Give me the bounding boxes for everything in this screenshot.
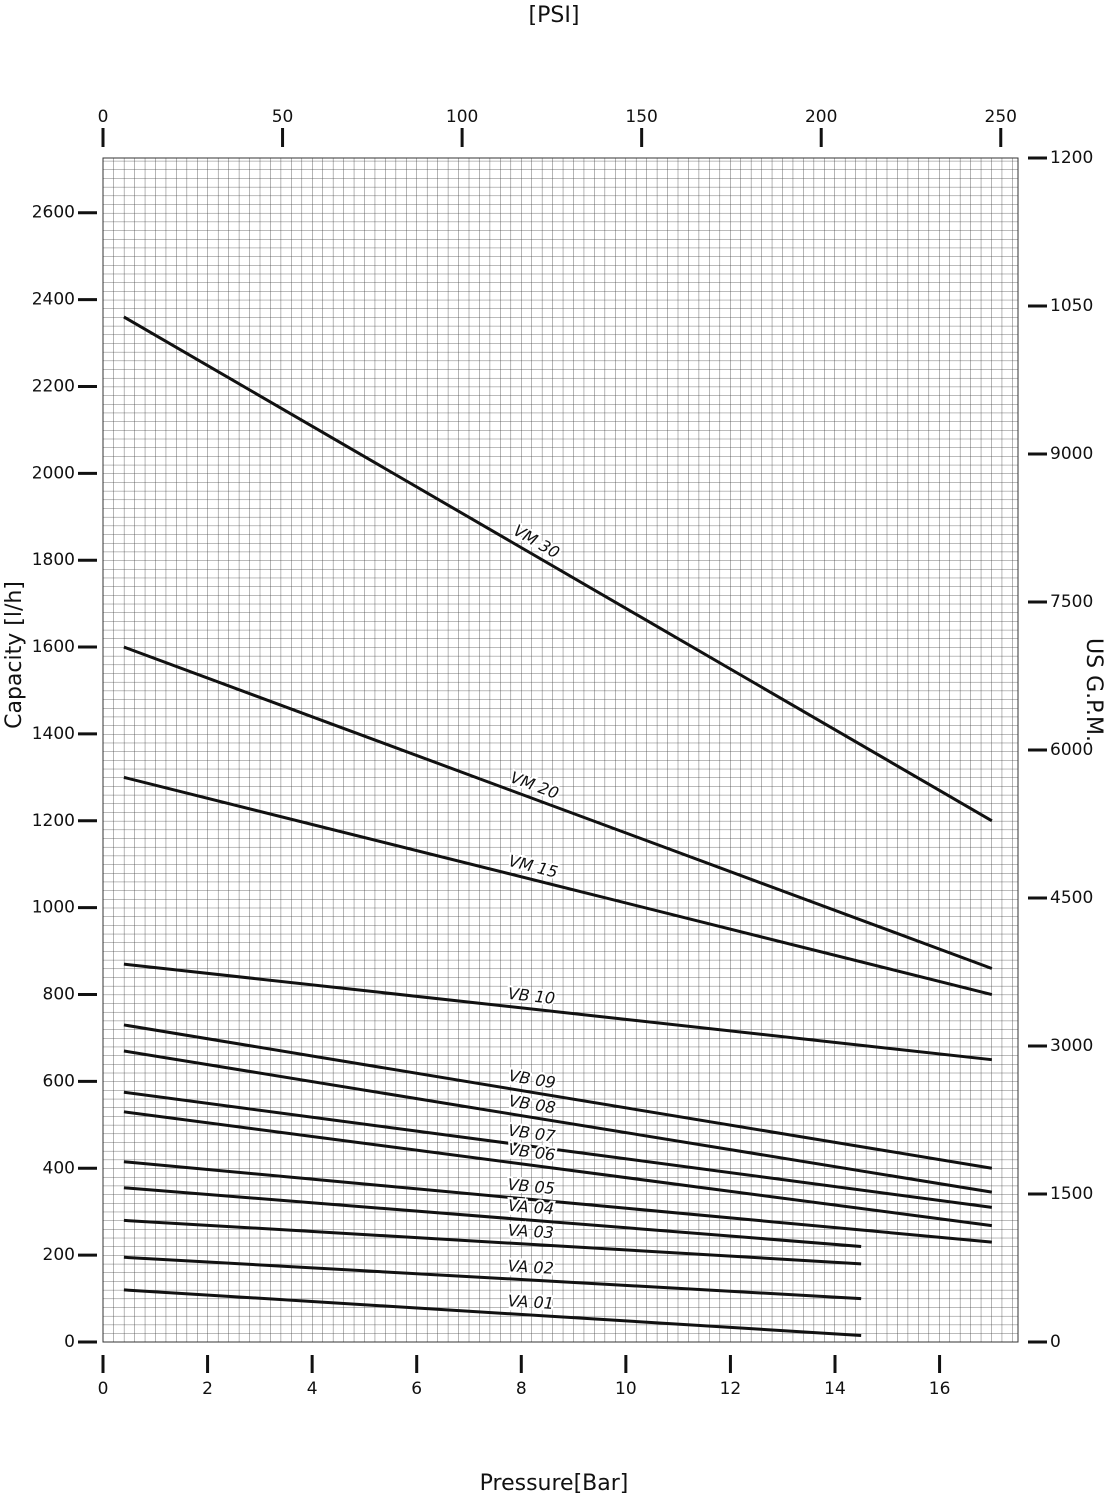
y-tick-label: 2600: [32, 203, 75, 223]
x-tick-label: 10: [615, 1379, 637, 1399]
series-line: [123, 1160, 992, 1244]
y2-tick-label: 0: [1050, 1332, 1061, 1352]
series-line: [123, 1023, 993, 1170]
y-axis-title: Capacity [l/h]: [2, 581, 27, 729]
y-tick-label: 2200: [32, 376, 75, 396]
x2-tick-label: 100: [446, 107, 478, 127]
y2-tick-label: 1050: [1050, 296, 1093, 316]
y-tick-label: 2000: [32, 463, 75, 483]
y2-tick-label: 1200: [1050, 148, 1093, 168]
series-line: [123, 1186, 862, 1248]
y2-tick-label: 6000: [1050, 740, 1093, 760]
series-label: VA 03: [507, 1220, 554, 1242]
x-tick-label: 14: [824, 1379, 846, 1399]
series-line: [123, 1090, 993, 1209]
series-label: VA 04: [507, 1196, 555, 1219]
series-line: [123, 1218, 862, 1266]
x-tick-label: 6: [411, 1379, 422, 1399]
y-tick-label: 1400: [32, 724, 75, 744]
plot-grid: [102, 157, 1019, 1343]
y2-tick-label: 9000: [1050, 444, 1093, 464]
x-tick-label: 8: [516, 1379, 527, 1399]
y2-axis-title: US G.P.M.: [1081, 638, 1106, 742]
y2-tick-label: 7500: [1050, 592, 1093, 612]
series-line: [123, 1288, 862, 1337]
series-label: VA 02: [507, 1256, 554, 1278]
y-tick-label: 2400: [32, 290, 75, 310]
y-tick-label: 800: [43, 985, 75, 1005]
y-tick-label: 600: [43, 1071, 75, 1091]
x2-tick-label: 200: [805, 107, 837, 127]
x2-tick-label: 250: [985, 107, 1017, 127]
x-tick-label: 4: [307, 1379, 318, 1399]
y-tick-label: 0: [64, 1332, 75, 1352]
y-tick-label: 1800: [32, 550, 75, 570]
x-tick-label: 12: [720, 1379, 742, 1399]
y-tick-label: 1200: [32, 811, 75, 831]
series-line: [123, 1049, 993, 1194]
series-line: [123, 1110, 993, 1228]
y-tick-label: 1000: [32, 898, 75, 918]
series-line: [123, 315, 993, 823]
series-line: [123, 775, 993, 996]
x-axis-title: Pressure[Bar]: [480, 1471, 629, 1496]
y2-tick-label: 1500: [1050, 1184, 1093, 1204]
x2-tick-label: 50: [272, 107, 294, 127]
x-tick-label: 0: [98, 1379, 109, 1399]
x2-tick-label: 150: [625, 107, 657, 127]
y2-tick-label: 4500: [1050, 888, 1093, 908]
series-line: [123, 645, 993, 970]
y2-tick-label: 3000: [1050, 1036, 1093, 1056]
y-tick-label: 1600: [32, 637, 75, 657]
x2-tick-label: 0: [98, 107, 109, 127]
series-label: VA 01: [507, 1291, 554, 1313]
x2-axis-title: [PSI]: [529, 3, 580, 28]
x-tick-label: 16: [929, 1379, 951, 1399]
x-tick-label: 2: [202, 1379, 213, 1399]
series-line: [123, 1255, 862, 1301]
y-tick-label: 400: [43, 1158, 75, 1178]
y-tick-label: 200: [43, 1245, 75, 1265]
series-line: [123, 962, 993, 1062]
